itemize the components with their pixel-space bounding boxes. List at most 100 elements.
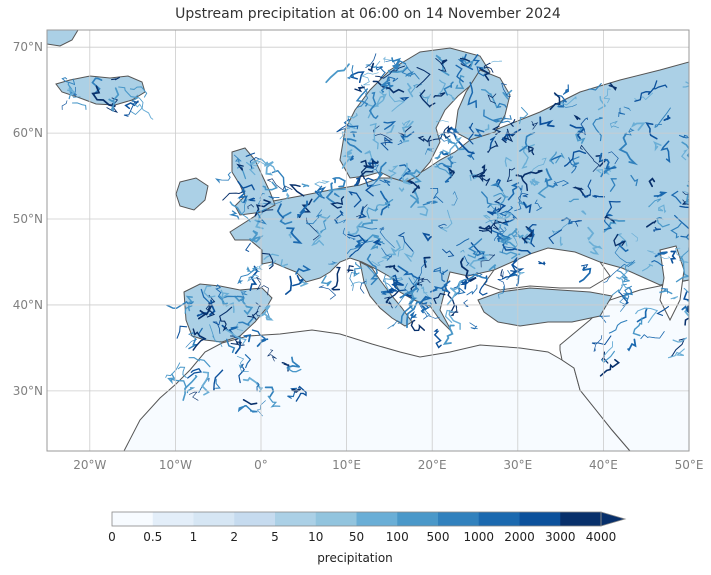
river-segment <box>320 275 332 287</box>
river-segment <box>255 263 264 270</box>
river-segment <box>616 269 630 289</box>
river-segment <box>287 387 298 399</box>
river-segment <box>368 91 379 120</box>
river-segment <box>350 131 357 138</box>
river-segment <box>281 362 290 372</box>
river-segment <box>379 179 391 187</box>
river-segment <box>496 102 507 109</box>
colorbar-segment <box>397 512 439 526</box>
river-segment <box>388 165 399 181</box>
river-segment <box>67 87 76 96</box>
river-segment <box>413 188 419 200</box>
river-segment <box>480 88 498 109</box>
river-segment <box>544 168 557 188</box>
river-segment <box>485 219 502 232</box>
river-segment <box>176 325 188 339</box>
river-segment <box>483 109 503 123</box>
river-segment <box>333 192 340 198</box>
river-segment <box>286 356 301 369</box>
river-segment <box>538 261 546 266</box>
river-segment <box>429 286 443 293</box>
colorbar-segment <box>193 512 235 526</box>
colorbar-tick-label: 4000 <box>586 530 617 544</box>
river-segment <box>330 196 345 209</box>
river-segment <box>349 239 369 258</box>
river-segment <box>473 168 487 183</box>
river-segment <box>528 223 537 248</box>
river-segment <box>683 291 689 307</box>
river-segment <box>614 245 634 264</box>
river-segment <box>446 280 462 306</box>
river-segment <box>225 338 236 354</box>
river-segment <box>681 149 688 161</box>
river-segment <box>521 143 535 151</box>
river-segment <box>474 128 485 138</box>
river-segment <box>630 122 646 131</box>
river-segment <box>618 240 629 253</box>
river-segment <box>245 152 256 158</box>
river-segment <box>349 155 354 161</box>
river-segment <box>440 151 449 156</box>
river-segment <box>442 248 455 258</box>
river-segment <box>369 122 379 150</box>
river-segment <box>681 199 687 205</box>
river-segment <box>453 286 466 295</box>
river-segment <box>519 107 529 125</box>
river-segment <box>383 120 397 130</box>
river-segment <box>441 269 449 283</box>
river-segment <box>482 214 494 224</box>
river-segment <box>501 246 518 253</box>
river-segment <box>455 74 465 90</box>
river-segment <box>416 277 431 285</box>
river-segment <box>500 114 512 124</box>
river-segment <box>631 232 639 242</box>
river-segment <box>395 283 412 309</box>
river-segment <box>398 187 405 193</box>
longitude-tick-label: 20°W <box>73 458 106 472</box>
river-segment <box>642 263 654 272</box>
river-segment <box>515 174 529 192</box>
river-segment <box>627 338 637 352</box>
river-segment <box>108 87 120 112</box>
river-segment <box>624 261 636 272</box>
river-segment <box>245 161 256 176</box>
river-segment <box>248 197 256 202</box>
colorbar-tick-label: 1000 <box>463 530 494 544</box>
river-segment <box>188 357 211 368</box>
river-segment <box>539 116 555 128</box>
colorbar-extend-arrow <box>600 511 627 527</box>
river-segment <box>478 221 502 235</box>
river-segment <box>271 169 289 193</box>
river-segment <box>481 177 491 186</box>
river-segment <box>242 399 258 406</box>
river-segment <box>500 269 504 277</box>
river-segment <box>397 232 414 252</box>
river-segment <box>599 315 610 323</box>
river-segment <box>568 157 577 174</box>
river-segment <box>188 338 199 350</box>
river-segment <box>493 219 509 231</box>
river-segment <box>570 220 582 227</box>
river-segment <box>501 82 511 98</box>
river-segment <box>462 255 470 267</box>
river-segment <box>355 88 369 107</box>
river-segment <box>367 95 385 107</box>
river-segment <box>357 170 374 184</box>
river-segment <box>501 216 516 227</box>
river-segment <box>663 115 671 121</box>
river-segment <box>434 163 452 177</box>
river-segment <box>372 238 382 246</box>
caspian-sea <box>659 245 685 322</box>
river-segment <box>346 64 355 80</box>
river-segment <box>653 141 662 152</box>
river-segment <box>433 328 442 349</box>
river-segment <box>325 63 350 84</box>
river-segment <box>259 304 274 321</box>
river-segment <box>197 304 213 320</box>
river-segment <box>645 122 658 140</box>
river-segment <box>406 168 422 183</box>
river-segment <box>201 371 210 396</box>
river-segment <box>185 332 198 348</box>
river-segment <box>568 198 579 203</box>
river-segment <box>380 136 393 151</box>
